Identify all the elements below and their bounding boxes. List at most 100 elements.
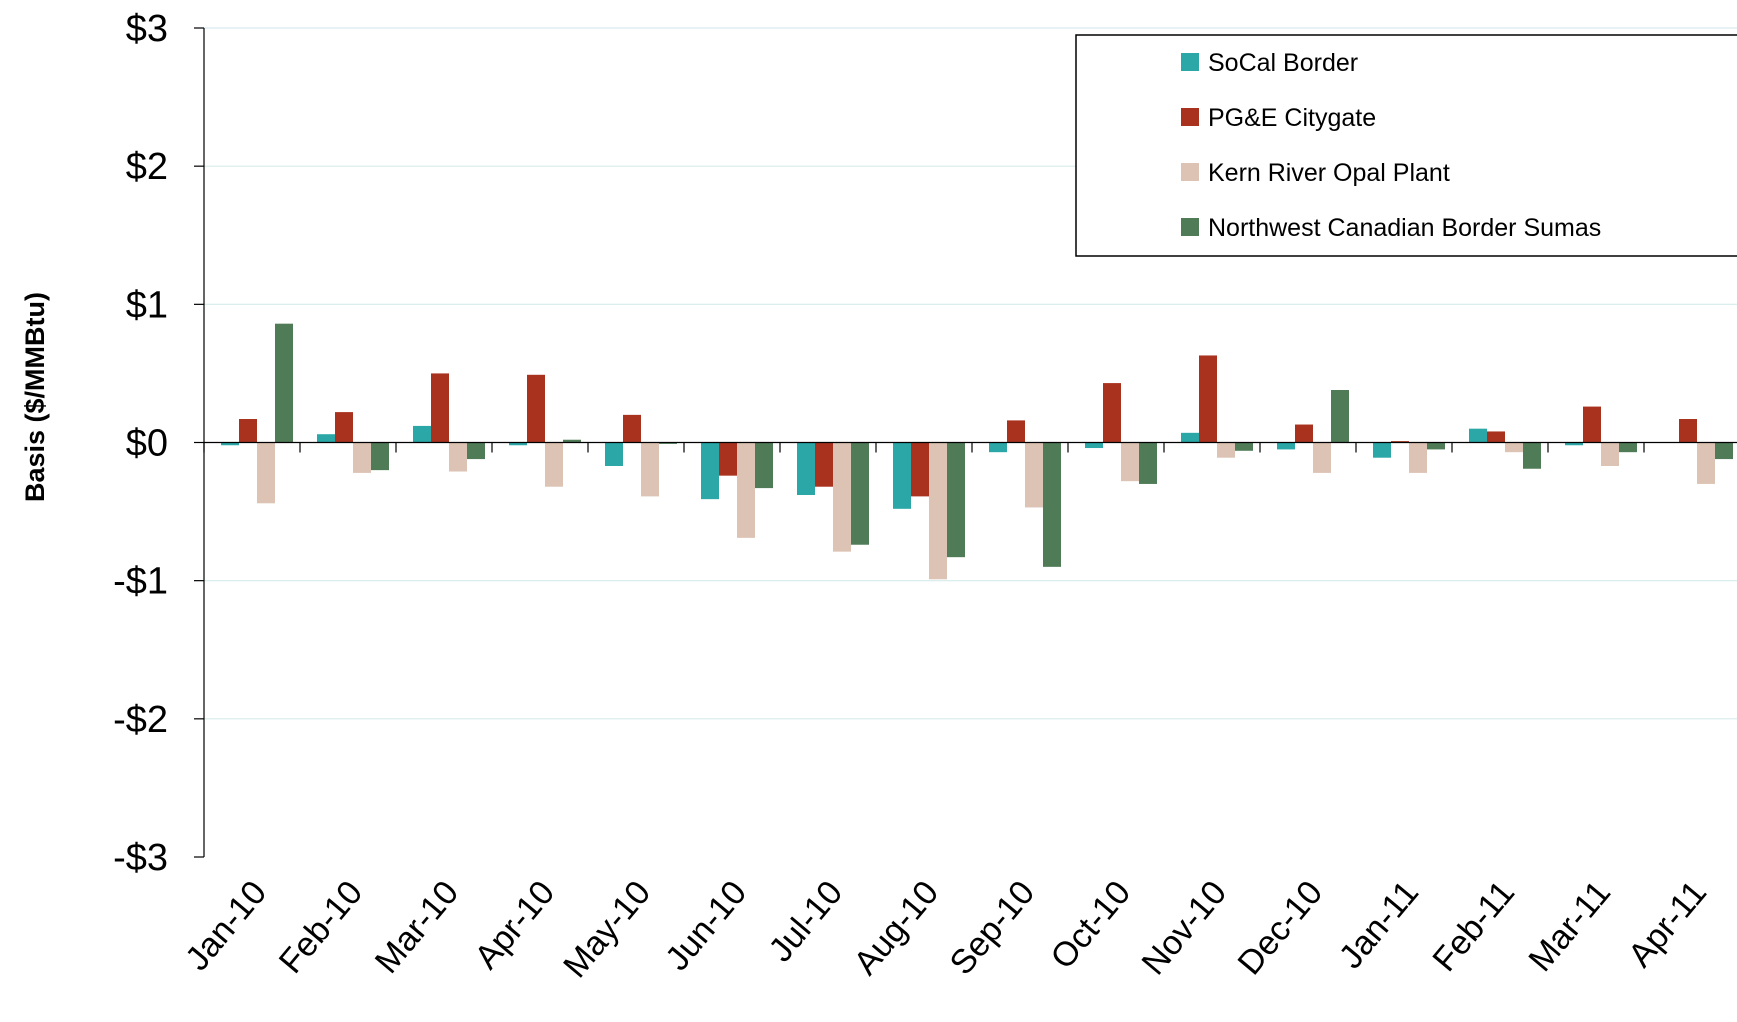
bar-pg-e-citygate-jun-10 — [719, 442, 737, 476]
bar-pg-e-citygate-mar-10 — [431, 373, 449, 443]
bar-northwest-canadian-border-sumas-feb-10 — [371, 442, 389, 471]
bar-socal-border-feb-10 — [317, 434, 335, 443]
bar-kern-river-opal-plant-jul-10 — [833, 442, 851, 552]
bar-pg-e-citygate-feb-10 — [335, 412, 353, 443]
bar-kern-river-opal-plant-jun-10 — [737, 442, 755, 538]
legend-swatch — [1181, 108, 1199, 126]
bar-northwest-canadian-border-sumas-mar-10 — [467, 442, 485, 460]
legend-swatch — [1181, 53, 1199, 71]
x-tick-label: Dec-10 — [1231, 874, 1331, 982]
legend-label: PG&E Citygate — [1208, 104, 1376, 132]
x-tick-label: Jul-10 — [761, 874, 850, 969]
bar-pg-e-citygate-apr-11 — [1679, 419, 1697, 443]
bar-northwest-canadian-border-sumas-apr-10 — [563, 439, 581, 443]
x-tick-label: Feb-10 — [272, 874, 370, 981]
bar-pg-e-citygate-sep-10 — [1007, 420, 1025, 443]
bar-socal-border-feb-11 — [1469, 428, 1487, 443]
bar-northwest-canadian-border-sumas-jun-10 — [755, 442, 773, 489]
bar-pg-e-citygate-dec-10 — [1295, 424, 1313, 443]
bar-socal-border-mar-11 — [1565, 442, 1583, 446]
bar-socal-border-mar-10 — [413, 425, 431, 443]
bar-pg-e-citygate-aug-10 — [911, 442, 929, 497]
bar-northwest-canadian-border-sumas-dec-10 — [1331, 389, 1349, 443]
bar-pg-e-citygate-feb-11 — [1487, 431, 1505, 443]
x-tick-label: Sep-10 — [943, 874, 1043, 982]
y-tick-label: $3 — [126, 8, 168, 50]
bar-pg-e-citygate-nov-10 — [1199, 355, 1217, 443]
x-tick-label: Mar-11 — [1521, 874, 1618, 979]
bar-pg-e-citygate-jan-11 — [1391, 441, 1409, 443]
bar-kern-river-opal-plant-jan-11 — [1409, 442, 1427, 473]
bar-socal-border-nov-10 — [1181, 432, 1199, 443]
bar-pg-e-citygate-jan-10 — [239, 419, 257, 443]
bar-kern-river-opal-plant-nov-10 — [1217, 442, 1235, 458]
bar-kern-river-opal-plant-jan-10 — [257, 442, 275, 504]
bar-socal-border-jul-10 — [797, 442, 815, 496]
x-tick-label: Feb-11 — [1425, 874, 1522, 979]
x-tick-label: Mar-10 — [368, 874, 466, 981]
bar-northwest-canadian-border-sumas-oct-10 — [1139, 442, 1157, 484]
x-tick-label: Apr-11 — [1621, 874, 1714, 975]
x-tick-label: Apr-10 — [467, 874, 562, 977]
bar-northwest-canadian-border-sumas-aug-10 — [947, 442, 965, 558]
x-tick-label: May-10 — [556, 874, 658, 985]
y-tick-label: $2 — [126, 146, 168, 188]
x-tick-label: Aug-10 — [847, 874, 947, 982]
bar-socal-border-jun-10 — [701, 442, 719, 500]
y-tick-label: -$3 — [113, 837, 168, 879]
legend-label: Kern River Opal Plant — [1208, 159, 1450, 187]
bar-northwest-canadian-border-sumas-jan-10 — [275, 323, 293, 443]
bar-socal-border-aug-10 — [893, 442, 911, 509]
bar-pg-e-citygate-oct-10 — [1103, 383, 1121, 443]
legend-swatch — [1181, 163, 1199, 181]
bar-pg-e-citygate-mar-11 — [1583, 406, 1601, 443]
bar-northwest-canadian-border-sumas-jul-10 — [851, 442, 869, 545]
legend-label: SoCal Border — [1208, 49, 1358, 77]
bar-pg-e-citygate-may-10 — [623, 414, 641, 443]
bar-kern-river-opal-plant-mar-10 — [449, 442, 467, 472]
bar-kern-river-opal-plant-mar-11 — [1601, 442, 1619, 466]
x-tick-label: Jan-11 — [1332, 874, 1426, 976]
y-tick-label: $0 — [126, 423, 168, 465]
bar-kern-river-opal-plant-aug-10 — [929, 442, 947, 580]
y-tick-labels: $3 $2 $1 $0 -$1 -$2 -$3 — [113, 8, 168, 879]
bar-kern-river-opal-plant-apr-10 — [545, 442, 563, 487]
y-tick-label: $1 — [126, 284, 168, 326]
bar-socal-border-oct-10 — [1085, 442, 1103, 449]
bar-northwest-canadian-border-sumas-jan-11 — [1427, 442, 1445, 450]
bar-socal-border-dec-10 — [1277, 442, 1295, 450]
y-tick-label: -$1 — [113, 561, 168, 603]
bar-socal-border-sep-10 — [989, 442, 1007, 453]
bar-socal-border-may-10 — [605, 442, 623, 466]
x-tick-label: Oct-10 — [1043, 874, 1138, 977]
bar-northwest-canadian-border-sumas-nov-10 — [1235, 442, 1253, 451]
axes — [194, 27, 1737, 858]
legend-label: Northwest Canadian Border Sumas — [1208, 214, 1601, 242]
bars — [221, 323, 1733, 580]
bar-northwest-canadian-border-sumas-may-10 — [659, 442, 677, 444]
legend-swatch — [1181, 218, 1199, 236]
bar-kern-river-opal-plant-may-10 — [641, 442, 659, 497]
y-tick-label: -$2 — [113, 699, 168, 741]
bar-kern-river-opal-plant-feb-11 — [1505, 442, 1523, 453]
bar-pg-e-citygate-apr-10 — [527, 374, 545, 443]
bar-kern-river-opal-plant-apr-11 — [1697, 442, 1715, 484]
x-tick-label: Jun-10 — [658, 874, 754, 978]
bar-northwest-canadian-border-sumas-apr-11 — [1715, 442, 1733, 460]
bar-socal-border-jan-10 — [221, 442, 239, 446]
bar-socal-border-apr-10 — [509, 442, 527, 446]
x-tick-label: Jan-10 — [178, 874, 274, 978]
legend-items: SoCal Border PG&E Citygate Kern River Opal… — [1181, 49, 1601, 242]
bar-kern-river-opal-plant-oct-10 — [1121, 442, 1139, 482]
legend: SoCal Border PG&E Citygate Kern River Opal… — [1075, 34, 1737, 257]
bar-kern-river-opal-plant-sep-10 — [1025, 442, 1043, 508]
bar-northwest-canadian-border-sumas-mar-11 — [1619, 442, 1637, 453]
bar-kern-river-opal-plant-dec-10 — [1313, 442, 1331, 473]
bar-kern-river-opal-plant-feb-10 — [353, 442, 371, 473]
x-tick-label: Nov-10 — [1135, 874, 1235, 982]
bar-pg-e-citygate-jul-10 — [815, 442, 833, 487]
bar-socal-border-jan-11 — [1373, 442, 1391, 458]
